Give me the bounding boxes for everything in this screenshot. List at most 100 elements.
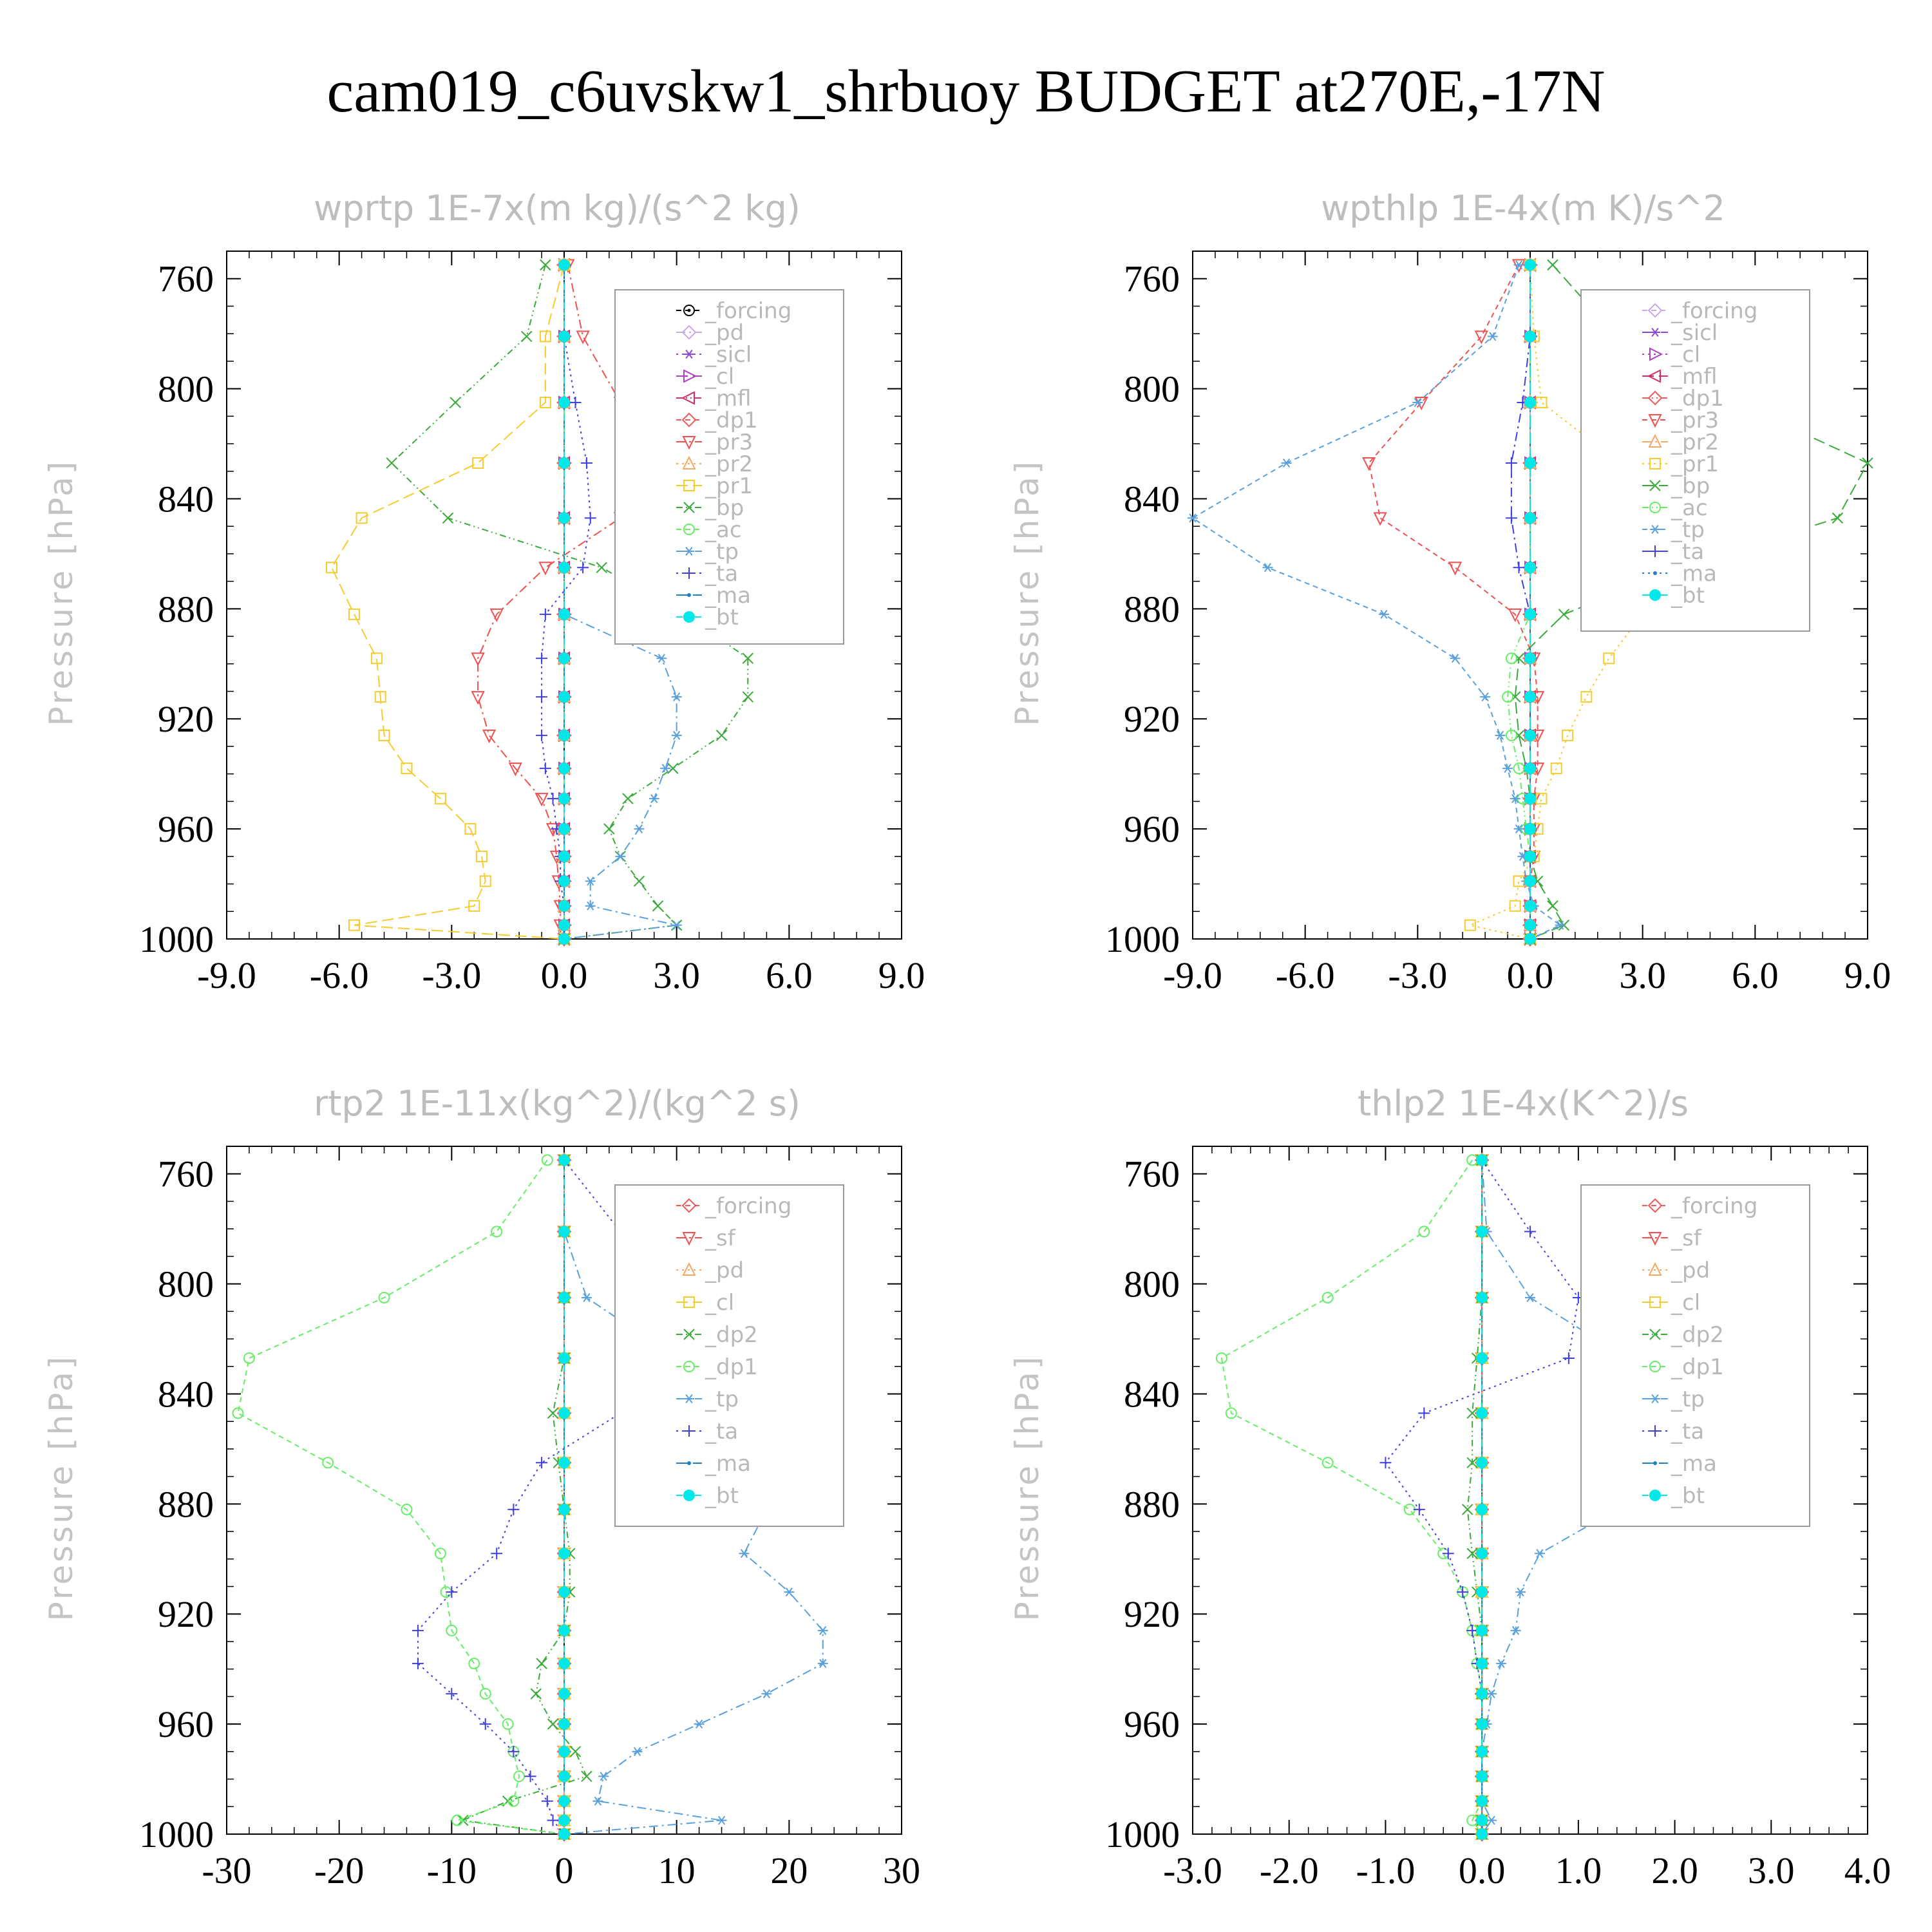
data-point: [475, 850, 488, 862]
data-point: [1505, 457, 1517, 469]
series-dp1: [1215, 1154, 1488, 1840]
y-tick-label: 840: [158, 1373, 214, 1415]
x-tick-label: 1.0: [1555, 1850, 1602, 1891]
data-point: [374, 691, 386, 703]
data-point: [378, 729, 390, 741]
chart-panel-rtp2: rtp2 1E-11x(kg^2)/(kg^2 s) Pressure [hPa…: [43, 1083, 920, 1891]
legend-item: _bt: [676, 1483, 739, 1509]
series-line: [1510, 265, 1531, 939]
legend-label: _ta: [1671, 539, 1704, 565]
data-point: [491, 1548, 503, 1560]
data-point: [243, 1352, 255, 1364]
x-tick-label: 0.0: [541, 954, 588, 996]
legend-item: _pr3: [1642, 408, 1719, 433]
data-point: [491, 1226, 503, 1238]
data-point: [508, 762, 522, 777]
legend-item: _pd: [676, 320, 744, 346]
y-tick-label: 760: [1124, 258, 1180, 300]
legend-marker: [1649, 1329, 1661, 1340]
series-ta: [1505, 259, 1536, 945]
legend-marker: [1653, 1461, 1657, 1465]
data-point: [1476, 1291, 1488, 1303]
legend-marker: [1650, 1394, 1660, 1403]
legend-label: _bp: [705, 495, 744, 521]
legend-item: _forcing: [1642, 1193, 1757, 1219]
data-point: [446, 1624, 458, 1636]
legend-label: _pr2: [1671, 430, 1719, 455]
x-tick-label: -30: [202, 1850, 251, 1891]
data-point: [558, 1795, 570, 1807]
data-point: [464, 823, 477, 835]
data-point: [355, 512, 368, 524]
legend-marker: [1648, 1232, 1662, 1246]
legend-item: _mfl: [1642, 364, 1718, 390]
legend-item: _cl: [1642, 342, 1700, 368]
legend-item: _cl: [676, 1290, 734, 1316]
data-point: [671, 692, 682, 702]
legend-label: _cl: [705, 1290, 734, 1316]
data-point: [1412, 397, 1423, 407]
data-point: [1505, 512, 1517, 524]
legend-label: _forcing: [1671, 1193, 1757, 1219]
data-point: [558, 1688, 570, 1700]
data-point: [1321, 1291, 1334, 1303]
legend-marker: [683, 1425, 695, 1437]
legend-label: _bt: [705, 1483, 739, 1509]
series-dp2: [457, 1154, 592, 1840]
legend-label: _ma: [1671, 1451, 1717, 1477]
legend-item: _ta: [1642, 539, 1704, 565]
legend-label: _mfl: [1671, 364, 1718, 390]
data-point: [1448, 562, 1463, 576]
data-point: [1362, 457, 1376, 471]
legend-marker: [1649, 480, 1661, 491]
data-point: [1524, 562, 1536, 574]
y-tick-label: 1000: [139, 918, 214, 960]
panel-title: thlp2 1E-4x(K^2)/s: [1358, 1083, 1689, 1124]
legend-marker: [1649, 589, 1661, 601]
data-point: [632, 1747, 643, 1756]
x-tick-label: 2.0: [1651, 1850, 1698, 1891]
data-point: [538, 562, 553, 576]
data-point: [1476, 1407, 1488, 1419]
data-point: [558, 562, 570, 574]
data-point: [378, 1291, 390, 1303]
data-point: [1464, 919, 1476, 931]
series-line: [541, 265, 591, 939]
data-point: [1524, 1226, 1536, 1238]
data-point: [539, 762, 551, 775]
data-point: [442, 512, 454, 524]
data-point: [558, 512, 570, 524]
x-tick-label: 0.0: [1507, 954, 1554, 996]
x-tick-label: 3.0: [653, 954, 700, 996]
legend-marker: [682, 436, 696, 450]
data-point: [1262, 563, 1273, 573]
data-point: [558, 457, 570, 469]
data-point: [1466, 1407, 1478, 1419]
data-point: [1550, 762, 1562, 775]
legend-marker: [684, 350, 694, 359]
y-tick-label: 960: [1124, 808, 1180, 850]
data-point: [558, 1828, 570, 1840]
legend-item: _forcing: [676, 1193, 791, 1219]
legend-item: _mfl: [676, 386, 752, 412]
legend-label: _tp: [1671, 1387, 1705, 1412]
data-point: [592, 1796, 603, 1806]
legend-item: _tp: [676, 1387, 739, 1412]
y-tick-label: 920: [158, 698, 214, 740]
legend-label: _pd: [1671, 1258, 1710, 1283]
data-point: [1476, 1154, 1488, 1166]
y-tick-label: 840: [158, 478, 214, 520]
y-tick-label: 840: [1124, 1373, 1180, 1415]
data-point: [1524, 457, 1536, 469]
data-point: [536, 1457, 548, 1469]
legend-marker: [1649, 1490, 1661, 1501]
legend-label: _forcing: [705, 1193, 791, 1219]
legend-label: _bt: [1671, 583, 1705, 609]
legend-marker: [682, 1232, 696, 1246]
series-line: [1466, 1160, 1483, 1834]
data-point: [742, 691, 753, 703]
data-point: [471, 652, 485, 667]
data-point: [1413, 1503, 1425, 1515]
data-point: [401, 762, 413, 775]
data-point: [1832, 512, 1844, 524]
